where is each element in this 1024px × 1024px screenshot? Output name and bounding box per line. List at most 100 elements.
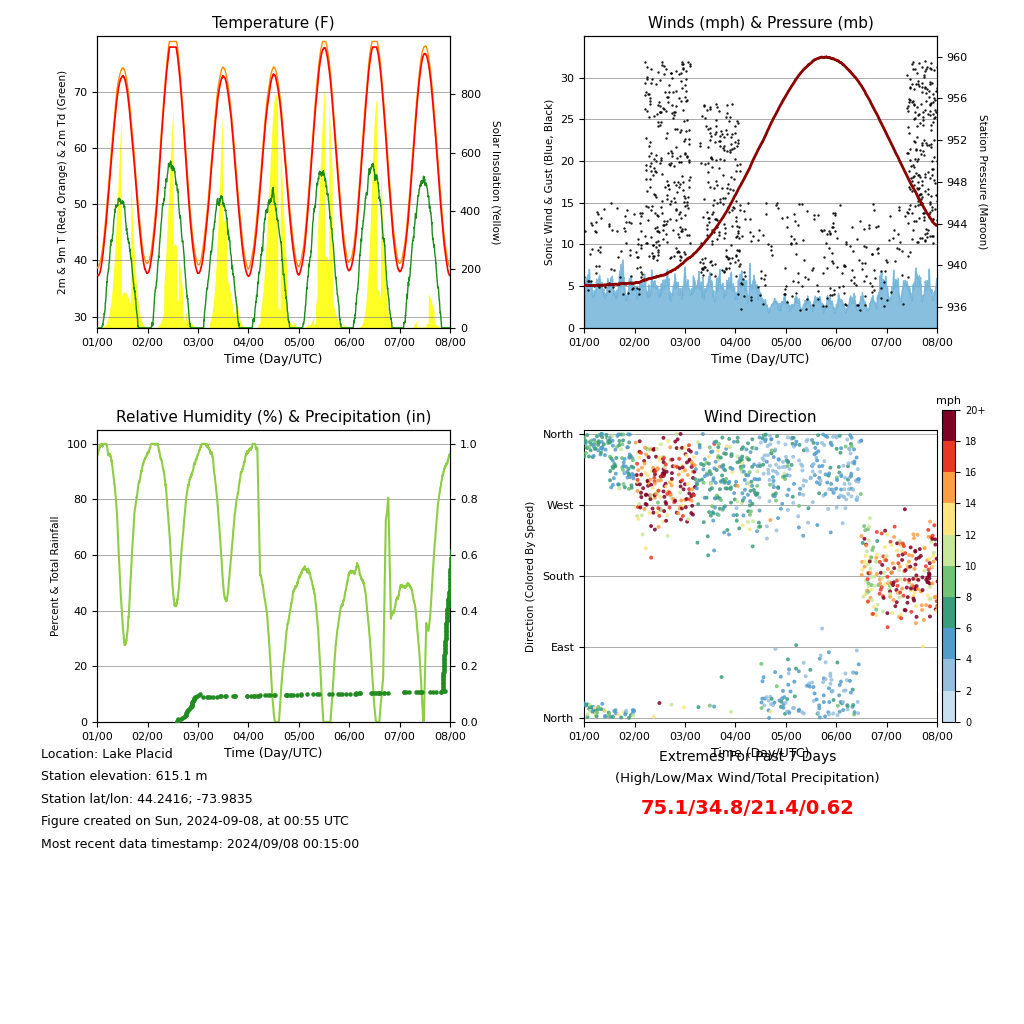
Point [854,561,870,578]
Point [779,467,796,483]
Point [441,570,458,587]
Point [738,441,755,458]
Point [441,585,458,601]
Point [658,464,675,480]
Point [600,709,616,725]
Point [645,460,662,476]
Point [603,276,620,293]
Point [723,128,739,144]
Point [785,230,802,247]
Point [913,59,930,76]
Point [701,481,718,498]
Point [586,436,602,453]
Point [762,436,778,453]
Point [604,432,621,449]
Point [845,481,861,498]
Point [905,588,922,604]
Point [913,96,930,113]
Point [820,705,837,721]
Point [632,259,648,275]
Point [873,579,890,595]
Point [892,558,908,574]
Point [843,684,859,700]
Point [922,575,938,592]
Point [800,431,816,447]
Point [854,261,870,278]
Point [727,163,743,179]
Point [874,588,891,604]
Point [733,459,750,475]
Point [896,563,912,580]
Point [693,263,710,280]
Point [667,104,683,121]
Point [714,458,730,474]
Point [895,588,911,604]
Point [893,610,909,627]
Point [636,453,652,469]
Point [641,475,657,492]
Point [442,557,459,573]
Point [859,571,876,588]
Point [588,264,604,281]
Point [872,564,889,581]
Point [906,585,923,601]
Point [794,458,810,474]
Point [673,73,689,89]
Point [863,284,880,300]
Point [690,472,707,488]
Point [633,468,649,484]
Point [578,435,594,452]
Point [907,198,924,214]
Point [796,654,812,671]
Point [728,474,744,490]
Point [854,554,870,570]
Point [642,178,658,195]
Point [762,476,778,493]
Point [442,564,459,581]
Point [630,474,646,490]
Point [645,237,662,253]
Point [871,586,888,602]
Point [736,489,753,506]
Point [638,446,654,463]
Point [625,708,641,724]
Point [672,501,688,517]
Point [915,68,932,84]
Point [347,685,364,701]
Point [927,589,943,605]
Point [752,503,768,519]
Point [180,701,197,718]
Point [652,468,669,484]
Point [698,101,715,118]
Point [910,105,927,122]
Point [625,467,641,483]
Point [342,685,358,701]
Point [638,171,654,187]
Point [830,687,847,703]
Point [669,505,685,521]
Point [660,93,677,110]
Point [739,514,756,530]
Point [905,53,922,70]
Point [718,242,734,258]
Point [675,60,691,77]
Point [734,456,751,472]
Point [422,684,438,700]
Point [623,247,639,263]
Point [666,106,682,123]
Point [677,492,693,508]
Point [867,269,884,286]
Point [779,429,796,445]
Point [655,101,672,118]
Point [796,472,812,488]
Point [681,152,697,168]
Point [580,272,596,289]
Point [436,652,453,669]
Point [765,697,781,714]
Point [438,622,455,638]
Point [912,115,929,131]
Point [731,520,748,537]
Point [910,550,927,566]
Point [590,698,606,715]
Point [632,443,648,460]
